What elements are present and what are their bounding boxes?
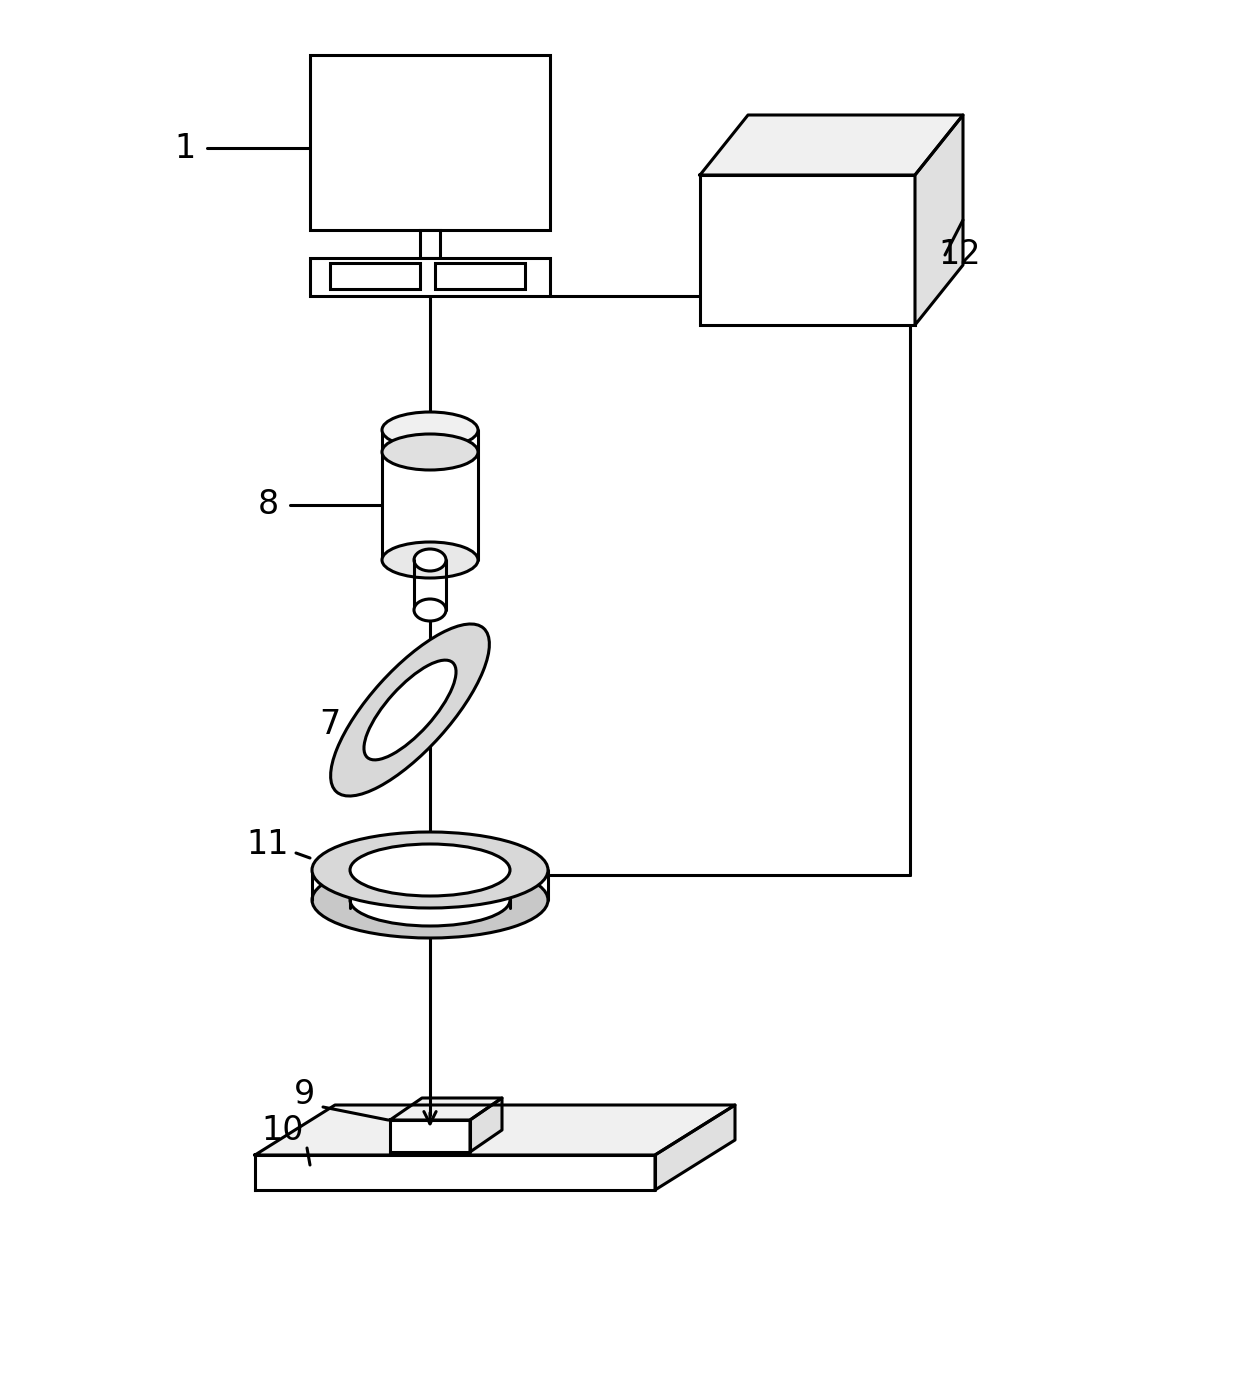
Text: 1: 1 <box>175 131 196 164</box>
Ellipse shape <box>312 832 548 908</box>
Polygon shape <box>470 1098 502 1152</box>
Polygon shape <box>391 1098 502 1121</box>
Bar <box>701 175 915 326</box>
Ellipse shape <box>350 874 510 926</box>
Text: 10: 10 <box>262 1114 304 1147</box>
Ellipse shape <box>382 413 477 449</box>
Text: 11: 11 <box>247 828 289 861</box>
Ellipse shape <box>414 549 446 571</box>
Text: 7: 7 <box>320 708 341 741</box>
Polygon shape <box>915 115 963 326</box>
Polygon shape <box>701 115 963 175</box>
Text: 9: 9 <box>294 1079 316 1111</box>
Bar <box>420 230 440 258</box>
Bar <box>310 258 551 295</box>
Ellipse shape <box>382 542 477 578</box>
Polygon shape <box>391 1121 470 1152</box>
Ellipse shape <box>331 624 490 796</box>
Bar <box>435 264 525 288</box>
Ellipse shape <box>350 845 510 896</box>
Polygon shape <box>255 1105 735 1155</box>
Ellipse shape <box>365 660 456 760</box>
Polygon shape <box>255 1155 655 1190</box>
Bar <box>330 264 420 288</box>
Ellipse shape <box>312 862 548 938</box>
Ellipse shape <box>382 433 477 471</box>
Ellipse shape <box>414 599 446 621</box>
Text: 12: 12 <box>939 239 981 272</box>
Text: 8: 8 <box>258 489 279 522</box>
Polygon shape <box>655 1105 735 1190</box>
Bar <box>310 55 551 230</box>
